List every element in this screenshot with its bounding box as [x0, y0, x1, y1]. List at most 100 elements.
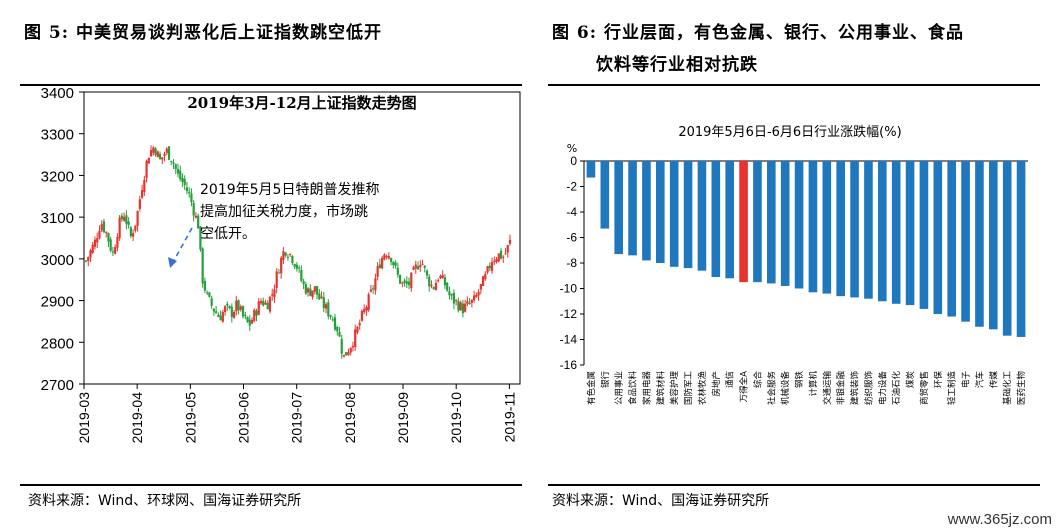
candle-body: [179, 170, 182, 180]
annotation-line-1: 2019年5月5日特朗普发推称: [200, 182, 379, 198]
candle-body: [405, 281, 408, 284]
candle-body: [268, 296, 272, 312]
candle-body: [158, 153, 162, 160]
category-label: 家用电器: [641, 371, 652, 406]
candle-body: [315, 286, 319, 295]
candle-body: [161, 157, 164, 160]
bar: [1002, 161, 1012, 336]
bar: [683, 161, 693, 269]
candle-body: [109, 239, 112, 251]
candle-body: [282, 251, 285, 260]
x-tick-label: 2019-11: [501, 392, 517, 443]
bar: [933, 161, 943, 314]
x-tick-label: 2019-08: [342, 392, 358, 444]
candle-body: [219, 315, 222, 321]
candle-body: [441, 275, 444, 279]
category-label: 石油石化: [891, 371, 902, 406]
category-label: 农林牧渔: [697, 371, 708, 406]
annotation-line-3: 空低开。: [200, 226, 256, 242]
category-label: 基础化工: [1002, 371, 1013, 406]
candle-body: [340, 339, 343, 354]
y-tick-label: 2700: [41, 377, 74, 394]
candle-body: [360, 310, 364, 321]
candle-body: [181, 178, 184, 182]
y-tick-label: 3100: [41, 210, 74, 227]
candle-body: [210, 298, 213, 306]
candle-body: [241, 306, 245, 317]
candle-body: [324, 304, 328, 309]
candle-body: [450, 294, 453, 296]
candle-body: [212, 308, 215, 312]
category-label: 轻工制造: [947, 371, 958, 406]
candle-body: [145, 160, 148, 178]
candle-body: [194, 215, 198, 218]
candle-body: [134, 225, 137, 231]
candle-body: [383, 254, 386, 260]
candle-body: [309, 288, 312, 296]
candle-body: [432, 287, 435, 289]
candle-body: [508, 239, 512, 244]
candle-body: [484, 273, 487, 280]
category-label: 汽车: [974, 371, 985, 388]
candle-body: [111, 251, 115, 253]
candle-body: [363, 309, 366, 313]
candle-body: [412, 267, 415, 270]
candle-body: [87, 256, 90, 262]
candle-body: [452, 292, 456, 304]
candle-body: [132, 233, 135, 237]
bar: [989, 161, 998, 330]
candle-body: [118, 217, 121, 239]
candle-body: [93, 239, 97, 247]
candle-body: [163, 153, 166, 156]
category-label: 电子: [961, 371, 972, 389]
bar: [878, 161, 887, 302]
candle-body: [120, 215, 123, 220]
candle-body: [273, 289, 276, 298]
candle-body: [174, 164, 177, 169]
category-label: 纺织服饰: [863, 371, 874, 406]
candle-body: [190, 193, 193, 203]
category-label: 美容护理: [669, 371, 680, 406]
candle-body: [396, 267, 399, 275]
annotation: 2019年5月5日特朗普发推称 提高加征关税力度，市场跳 空低开。: [168, 182, 379, 268]
candle-body: [277, 272, 281, 274]
category-label: 万得全A: [739, 371, 750, 403]
candle-body: [125, 215, 128, 224]
candle-body: [253, 309, 256, 321]
candle-body: [183, 178, 186, 186]
candle-body: [154, 148, 157, 156]
bar: [669, 161, 679, 267]
candle-body: [129, 227, 132, 237]
candle-body: [423, 265, 426, 268]
candle-body: [300, 269, 303, 281]
x-tick-label: 2019-03: [76, 392, 92, 444]
bar: [780, 161, 790, 286]
candle-body: [304, 284, 307, 294]
candle-body: [232, 311, 236, 318]
candles: [84, 145, 512, 359]
candle-body: [455, 300, 458, 302]
candle-body: [284, 252, 287, 256]
candle-body: [152, 147, 155, 153]
bar: [850, 161, 859, 298]
candle-body: [349, 347, 352, 353]
candle-body: [372, 288, 375, 290]
candle-body: [226, 303, 229, 306]
candle-body: [367, 294, 370, 311]
candle-body: [192, 202, 195, 216]
candle-body: [365, 307, 368, 311]
candle-body: [401, 282, 404, 284]
candle-body: [502, 256, 505, 258]
y-tick-label: -12: [560, 307, 578, 321]
category-label: 建筑装饰: [850, 371, 861, 406]
figure-6-source: 资料来源：Wind、国海证券研究所: [552, 493, 770, 509]
candle-body: [206, 292, 209, 294]
candle-body: [271, 294, 274, 296]
candle-body: [286, 256, 290, 258]
y-tick-label: -14: [560, 333, 578, 347]
candle-body: [318, 293, 321, 300]
category-label: 电力设备: [877, 371, 888, 406]
candle-body: [266, 302, 269, 310]
bar: [919, 161, 929, 309]
category-label: 环保: [933, 371, 944, 389]
